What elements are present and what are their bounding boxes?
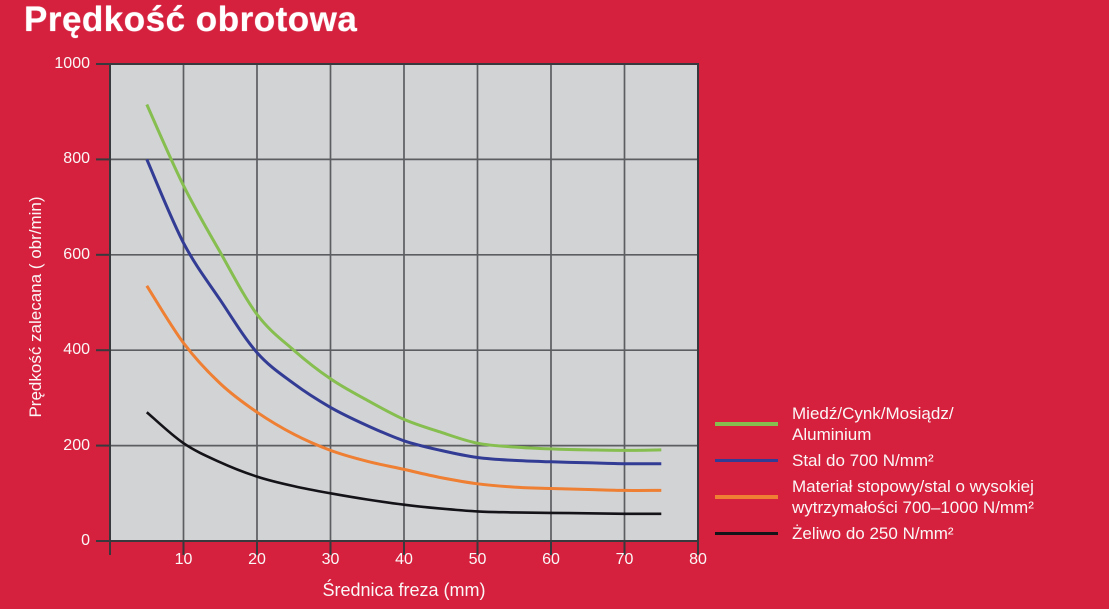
chart-legend: Miedź/Cynk/Mosiądz/Aluminium Stal do 700 … xyxy=(715,403,1034,544)
chart-plot-area xyxy=(96,63,699,555)
x-tick-label: 10 xyxy=(174,551,193,568)
y-tick-label: 200 xyxy=(63,436,90,454)
legend-label: Materiał stopowy/stal o wysokiej wytrzyma… xyxy=(792,477,1034,517)
legend-line-swatch xyxy=(715,422,778,426)
x-tick-label: 40 xyxy=(395,551,413,568)
x-tick-label: 70 xyxy=(615,551,634,568)
y-tick-label: 800 xyxy=(63,150,90,168)
legend-item-1: Stal do 700 N/mm² xyxy=(715,450,1034,471)
legend-item-3: Żeliwo do 250 N/mm² xyxy=(715,523,1034,544)
chart-svg xyxy=(96,63,699,555)
legend-item-0: Miedź/Cynk/Mosiądz/Aluminium xyxy=(715,403,1034,445)
legend-label: Stal do 700 N/mm² xyxy=(792,451,934,470)
x-tick-label: 20 xyxy=(248,551,266,568)
y-tick-label: 400 xyxy=(63,341,90,359)
legend-line-swatch xyxy=(715,495,778,499)
series-line-0 xyxy=(145,103,662,452)
legend-line-swatch xyxy=(715,531,778,536)
plot-border xyxy=(109,63,699,542)
y-tick-label: 1000 xyxy=(54,55,90,72)
x-axis-title: Średnica freza (mm) xyxy=(322,580,486,600)
legend-label: Żeliwo do 250 N/mm² xyxy=(792,524,954,543)
y-tick-label: 0 xyxy=(81,532,90,549)
y-tick-label: 600 xyxy=(63,245,90,263)
legend-label: Miedź/Cynk/Mosiądz/Aluminium xyxy=(792,404,954,444)
x-tick-label: 30 xyxy=(321,551,340,568)
series-line-1 xyxy=(145,158,662,466)
legend-item-2: Materiał stopowy/stal o wysokiej wytrzyma… xyxy=(715,476,1034,518)
series-line-2 xyxy=(145,284,662,492)
x-tick-label: 50 xyxy=(468,551,487,568)
x-tick-label: 60 xyxy=(542,551,560,568)
x-tick-label: 80 xyxy=(689,551,707,568)
legend-line-swatch xyxy=(715,458,778,463)
page-title: Prędkość obrotowa xyxy=(24,0,358,39)
series-line-3 xyxy=(145,411,662,516)
y-axis-title: Prędkość zalecana ( obr/min) xyxy=(26,196,45,418)
